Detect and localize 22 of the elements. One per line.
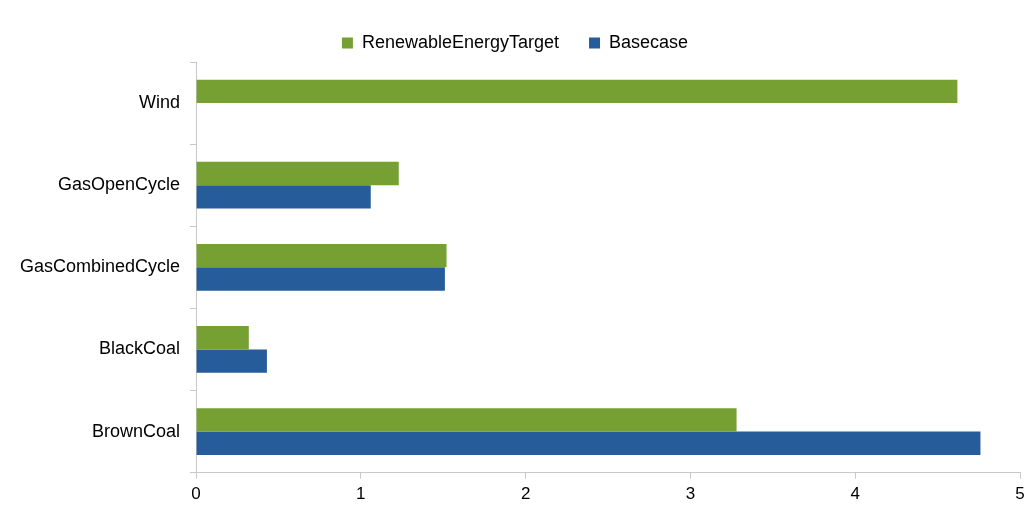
y-tick-label: BlackCoal	[99, 338, 181, 359]
x-tick-label: 1	[356, 484, 366, 504]
y-tick-label: GasOpenCycle	[58, 174, 181, 195]
x-tick-label: 0	[191, 484, 201, 504]
x-tick-label: 2	[520, 484, 531, 504]
x-tick-label: 3	[685, 484, 696, 504]
bar	[196, 326, 249, 350]
bar	[196, 79, 958, 104]
legend-label: RenewableEnergyTarget	[361, 31, 560, 52]
y-tick-label: Wind	[139, 92, 181, 113]
y-tick-label: GasCombinedCycle	[19, 256, 181, 277]
bar	[196, 349, 267, 373]
bar	[196, 243, 447, 268]
bar	[196, 267, 445, 291]
y-tick-label: BrownCoal	[92, 420, 181, 441]
x-tick-label: 5	[1015, 484, 1025, 504]
x-tick-label: 4	[850, 484, 860, 504]
bar	[196, 185, 371, 209]
bar	[196, 431, 981, 455]
legend-label: Basecase	[609, 31, 689, 52]
bar	[196, 408, 737, 432]
bar	[196, 161, 399, 186]
